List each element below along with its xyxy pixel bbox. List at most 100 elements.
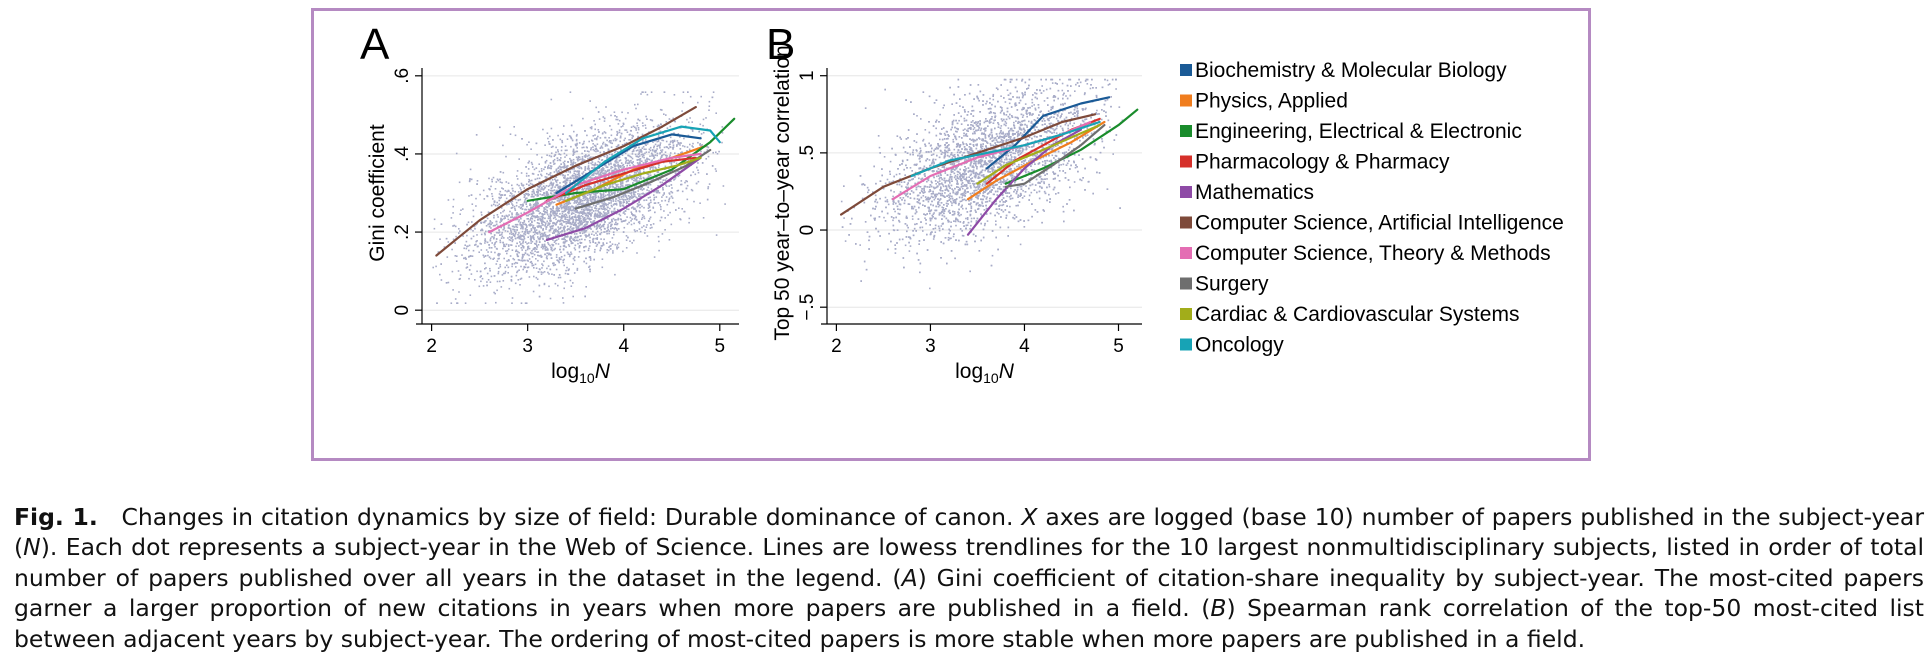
scatter-point (577, 167, 579, 169)
scatter-point (564, 226, 566, 228)
scatter-point (469, 245, 471, 247)
scatter-point (609, 230, 611, 232)
scatter-point (650, 227, 652, 229)
scatter-point (537, 255, 539, 257)
scatter-point (665, 114, 667, 116)
scatter-point (578, 256, 580, 258)
scatter-point (585, 215, 587, 217)
scatter-point (476, 234, 478, 236)
scatter-point (548, 165, 550, 167)
scatter-point (595, 107, 597, 109)
scatter-point (576, 157, 578, 159)
scatter-point (599, 118, 601, 120)
scatter-point (652, 168, 654, 170)
scatter-point (599, 216, 601, 218)
scatter-point (530, 238, 532, 240)
scatter-point (582, 144, 584, 146)
scatter-point (508, 248, 510, 250)
scatter-point (635, 154, 637, 156)
scatter-point (634, 127, 636, 129)
scatter-point (588, 165, 590, 167)
scatter-point (550, 165, 552, 167)
scatter-point (586, 135, 588, 137)
scatter-point (605, 106, 607, 108)
scatter-point (597, 210, 599, 212)
scatter-point (541, 194, 543, 196)
scatter-point (667, 127, 669, 129)
scatter-point (501, 232, 503, 234)
scatter-point (582, 158, 584, 160)
scatter-point (539, 255, 541, 257)
scatter-point (480, 281, 482, 283)
scatter-point (622, 165, 624, 167)
scatter-point (596, 216, 598, 218)
scatter-point (446, 238, 448, 240)
scatter-point (604, 209, 606, 211)
scatter-point (594, 218, 596, 220)
scatter-point (526, 193, 528, 195)
scatter-point (526, 144, 528, 146)
scatter-point (646, 151, 648, 153)
scatter-point (549, 205, 551, 207)
scatter-point (660, 124, 662, 126)
scatter-point (500, 212, 502, 214)
scatter-point (547, 132, 549, 134)
scatter-point (600, 247, 602, 249)
scatter-point (574, 247, 576, 249)
scatter-point (560, 277, 562, 279)
scatter-point (681, 208, 683, 210)
scatter-point (520, 208, 522, 210)
scatter-point (610, 202, 612, 204)
scatter-point (490, 186, 492, 188)
scatter-point (536, 248, 538, 250)
scatter-point (558, 238, 560, 240)
scatter-point (489, 270, 491, 272)
scatter-point (703, 217, 705, 219)
scatter-point (600, 229, 602, 231)
scatter-point (552, 250, 554, 252)
scatter-point (534, 234, 536, 236)
scatter-point (595, 151, 597, 153)
scatter-point (501, 219, 503, 221)
scatter-point (554, 179, 556, 181)
scatter-point (547, 166, 549, 168)
scatter-point (665, 151, 667, 153)
scatter-point (630, 139, 632, 141)
scatter-point (656, 141, 658, 143)
scatter-point (582, 118, 584, 120)
scatter-point (582, 216, 584, 218)
scatter-point (678, 207, 680, 209)
scatter-point (623, 202, 625, 204)
scatter-point (486, 281, 488, 283)
scatter-point (521, 247, 523, 249)
scatter-point (662, 182, 664, 184)
scatter-point (555, 147, 557, 149)
scatter-point (693, 201, 695, 203)
scatter-point (489, 189, 491, 191)
scatter-point (634, 172, 636, 174)
scatter-point (566, 208, 568, 210)
scatter-point (546, 221, 548, 223)
scatter-point (548, 141, 550, 143)
scatter-point (512, 263, 514, 265)
scatter-point (565, 241, 567, 243)
scatter-point (618, 197, 620, 199)
panel-letter: A (360, 20, 390, 69)
scatter-point (532, 191, 534, 193)
scatter-point (702, 125, 704, 127)
scatter-point (681, 110, 683, 112)
scatter-point (631, 135, 633, 137)
scatter-point (559, 220, 561, 222)
scatter-point (679, 175, 681, 177)
scatter-point (468, 195, 470, 197)
scatter-point (542, 214, 544, 216)
scatter-point (497, 281, 499, 283)
scatter-point (663, 154, 665, 156)
scatter-point (597, 231, 599, 233)
scatter-point (669, 212, 671, 214)
scatter-point (634, 229, 636, 231)
scatter-point (584, 188, 586, 190)
scatter-point (603, 226, 605, 228)
scatter-point (504, 216, 506, 218)
scatter-point (664, 147, 666, 149)
